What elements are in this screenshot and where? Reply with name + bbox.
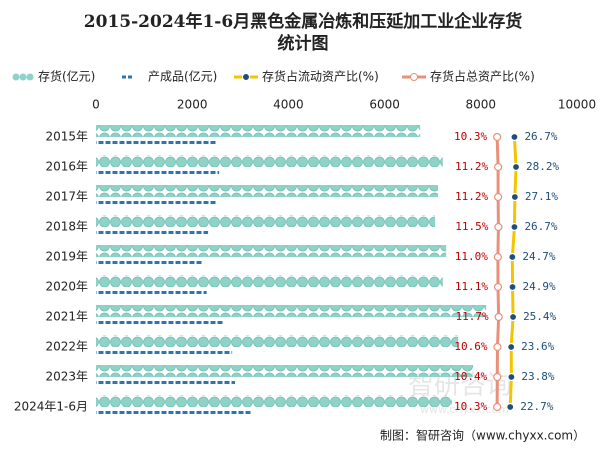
data-label: 10.3% [454, 130, 487, 143]
bar [96, 275, 443, 287]
line-marker [507, 342, 516, 352]
line-marker [493, 372, 502, 382]
bar [96, 155, 443, 167]
line-marker [510, 192, 519, 202]
line [495, 136, 501, 408]
bar [96, 185, 438, 197]
line-marker [494, 222, 503, 232]
line-marker [493, 132, 502, 142]
data-label: 23.8% [521, 370, 554, 383]
line-marker [493, 162, 503, 172]
bar [96, 410, 252, 415]
data-label: 11.1% [455, 280, 488, 293]
line-marker [493, 192, 503, 202]
legend-label: 产成品(亿元) [148, 69, 217, 84]
bar [96, 230, 209, 235]
bar [96, 170, 220, 175]
legend-marker [242, 73, 250, 81]
legend-marker [19, 73, 27, 81]
line [508, 136, 518, 408]
y-tick-label: 2018年 [45, 220, 88, 234]
x-tick-label: 4000 [273, 98, 304, 112]
data-label: 24.9% [523, 280, 556, 293]
x-tick-label: 6000 [369, 98, 400, 112]
bar [96, 395, 452, 407]
bar [96, 335, 459, 347]
line-marker [507, 372, 516, 382]
data-label: 11.2% [455, 160, 488, 173]
data-label: 11.7% [456, 310, 489, 323]
line-marker [493, 282, 503, 292]
line-marker [510, 222, 519, 232]
data-label: 22.7% [520, 400, 553, 413]
bar [96, 305, 487, 317]
legend-label: 存货(亿元) [38, 69, 95, 84]
data-label: 27.1% [525, 190, 558, 203]
bar [96, 290, 207, 295]
line-marker [508, 252, 517, 262]
line-marker [493, 342, 502, 352]
legend-marker [26, 73, 34, 81]
data-label: 11.5% [455, 220, 488, 233]
line-marker [493, 402, 502, 412]
legend-marker [12, 73, 20, 81]
bar [96, 380, 236, 385]
line-marker [511, 162, 521, 172]
data-label: 23.6% [521, 340, 554, 353]
y-tick-label: 2020年 [45, 280, 88, 294]
data-label: 24.7% [522, 250, 555, 263]
data-label: 28.2% [526, 160, 559, 173]
source: 制图：智研咨询（www.chyxx.com） [380, 428, 585, 443]
legend-marker [410, 73, 418, 81]
bar [96, 260, 203, 265]
line-marker [494, 312, 503, 322]
x-tick-label: 2000 [177, 98, 208, 112]
line-marker [506, 402, 515, 412]
y-tick-label: 2017年 [45, 190, 88, 204]
x-tick-label: 8000 [466, 98, 497, 112]
legend-marker [122, 75, 126, 79]
y-tick-label: 2023年 [45, 370, 88, 384]
data-label: 10.4% [454, 370, 487, 383]
data-label: 10.6% [454, 340, 487, 353]
bar [96, 125, 421, 137]
bar [96, 365, 474, 377]
data-label: 10.3% [454, 400, 487, 413]
line-marker [508, 312, 518, 322]
data-label: 11.0% [455, 250, 488, 263]
line-marker [510, 132, 519, 142]
bar [96, 320, 224, 325]
bar [96, 245, 447, 257]
data-label: 26.7% [524, 130, 557, 143]
bar [96, 140, 217, 145]
y-tick-label: 2015年 [45, 130, 88, 144]
bar [96, 350, 233, 355]
bar [96, 200, 217, 205]
bar [96, 215, 436, 227]
x-tick-label: 10000 [558, 98, 596, 112]
legend-marker [128, 75, 132, 79]
y-tick-label: 2016年 [45, 160, 88, 174]
y-tick-label: 2024年1-6月 [14, 400, 88, 414]
legend-label: 存货占流动资产比(%) [262, 69, 379, 84]
line-marker [493, 252, 502, 262]
legend-label: 存货占总资产比(%) [430, 69, 535, 84]
data-label: 25.4% [523, 310, 556, 323]
chart-title: 2015-2024年1-6月黑色金属冶炼和压延加工业企业存货统计图 [84, 11, 522, 54]
data-label: 11.2% [455, 190, 488, 203]
data-label: 26.7% [524, 220, 557, 233]
x-tick-label: 0 [92, 98, 100, 112]
y-tick-label: 2021年 [45, 310, 88, 324]
y-tick-label: 2019年 [45, 250, 88, 264]
line-marker [508, 282, 517, 292]
y-tick-label: 2022年 [45, 340, 88, 354]
